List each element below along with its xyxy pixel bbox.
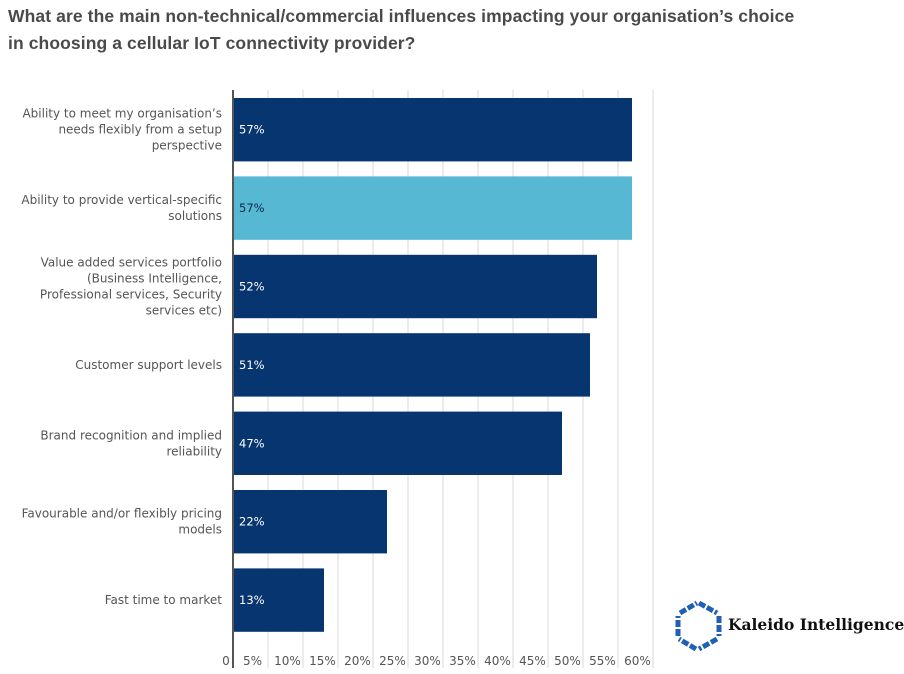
x-tick-label: 35%: [449, 654, 476, 668]
category-labels: Ability to meet my organisation’s needs f…: [21, 107, 222, 607]
x-tick-label: 15%: [309, 654, 336, 668]
bar: [233, 98, 632, 162]
chart-title-line-2: in choosing a cellular IoT connectivity …: [8, 33, 416, 53]
category-label: Ability to meet my organisation’s needs f…: [22, 107, 222, 153]
x-tick-label: 20%: [344, 654, 371, 668]
x-axis-ticks: 0 5% 10% 15% 20% 25% 30% 35% 40% 45% 50% 55% 60%: [222, 654, 651, 668]
data-label: 57%: [239, 123, 265, 137]
category-label: Favourable and/or flexibly pricing models: [22, 507, 222, 537]
category-label-line: Brand recognition and implied: [40, 428, 222, 442]
bar: [233, 333, 590, 397]
bar: [233, 254, 597, 319]
x-tick-label: 5%: [243, 654, 262, 668]
bar: [233, 568, 324, 632]
category-label: Value added services portfolio (Business …: [40, 256, 222, 318]
bar: [233, 490, 387, 554]
data-label: 51%: [239, 358, 265, 372]
x-tick-label: 30%: [414, 654, 441, 668]
x-tick-label: 50%: [554, 654, 581, 668]
hexagon-logo-icon: [675, 600, 722, 652]
category-label-line: Professional services, Security: [40, 288, 222, 302]
logo-text: Kaleido Intelligence: [728, 615, 904, 634]
data-label: 57%: [239, 201, 265, 215]
category-label-line: (Business Intelligence,: [87, 272, 222, 286]
category-label-line: perspective: [152, 139, 222, 153]
category-label-line: solutions: [168, 209, 222, 223]
bars: 57% 57% 52% 51% 47% 22% 13%: [233, 98, 632, 632]
category-label-line: models: [178, 523, 222, 537]
category-label: Brand recognition and implied reliability: [40, 428, 222, 458]
data-label: 47%: [239, 436, 265, 450]
category-label-line: Ability to meet my organisation’s: [22, 107, 222, 121]
chart-title: What are the main non-technical/commerci…: [8, 3, 888, 57]
bar: [233, 176, 632, 240]
category-label-line: Ability to provide vertical-specific: [21, 193, 222, 207]
category-label-line: services etc): [146, 304, 222, 318]
category-label-line: Fast time to market: [105, 593, 223, 607]
data-label: 52%: [239, 280, 265, 294]
category-label-line: Favourable and/or flexibly pricing: [22, 507, 222, 521]
x-tick-label: 0: [222, 654, 230, 668]
category-label-line: reliability: [167, 444, 223, 458]
x-tick-label: 45%: [519, 654, 546, 668]
bar: [233, 411, 562, 475]
category-label-line: Customer support levels: [75, 358, 222, 372]
x-tick-label: 25%: [379, 654, 406, 668]
category-label: Fast time to market: [105, 593, 223, 607]
category-label-line: Value added services portfolio: [41, 256, 222, 270]
category-label: Customer support levels: [75, 358, 222, 372]
category-label-line: needs flexibly from a setup: [58, 123, 222, 137]
x-tick-label: 55%: [589, 654, 616, 668]
kaleido-logo: Kaleido Intelligence: [674, 598, 904, 654]
x-tick-label: 10%: [274, 654, 301, 668]
x-tick-label: 40%: [484, 654, 511, 668]
data-label: 22%: [239, 515, 265, 529]
category-label: Ability to provide vertical-specific solu…: [21, 193, 222, 223]
x-tick-label: 60%: [624, 654, 651, 668]
chart-title-line-1: What are the main non-technical/commerci…: [8, 6, 795, 26]
data-label: 13%: [239, 593, 265, 607]
